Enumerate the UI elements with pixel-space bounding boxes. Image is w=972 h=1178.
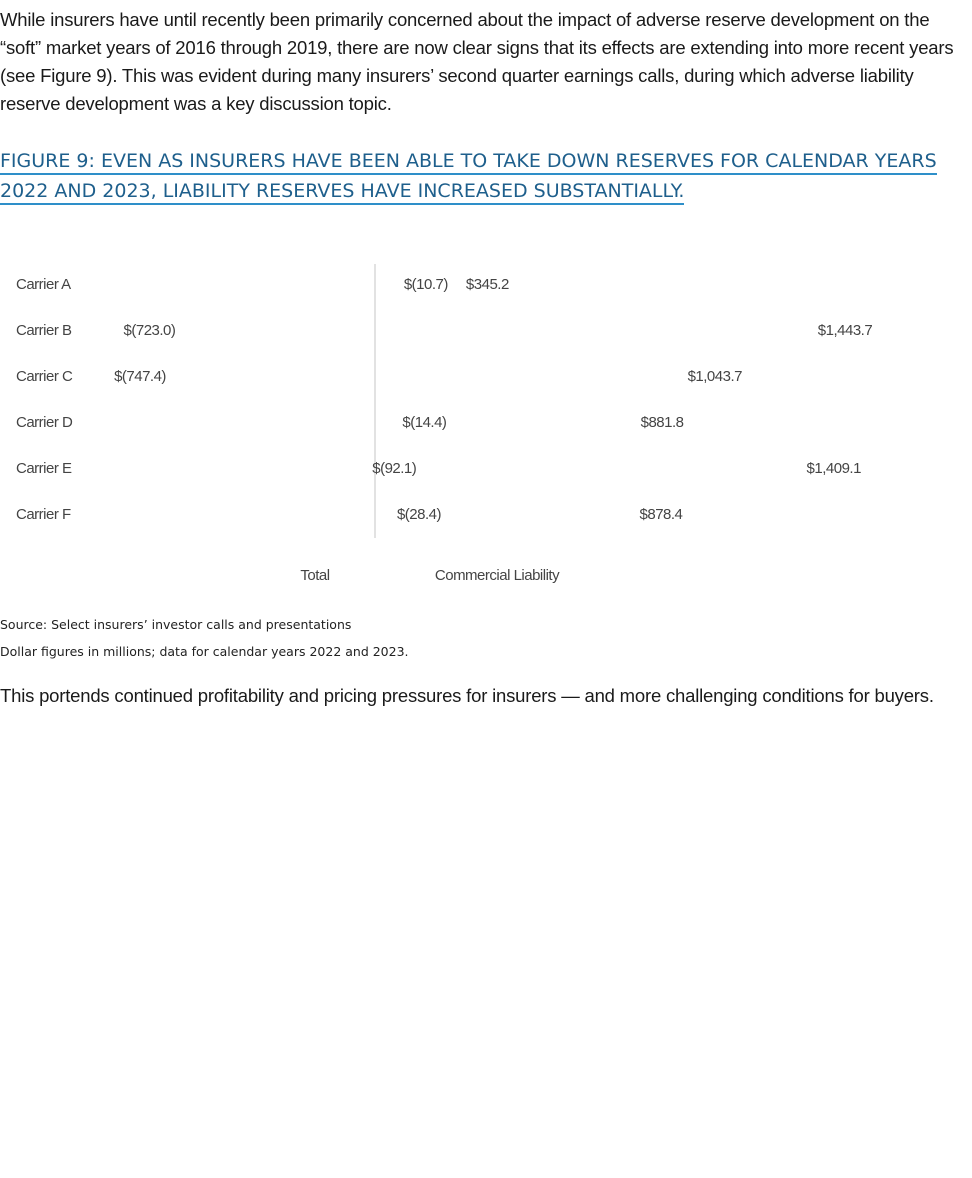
legend-total: Total: [300, 567, 329, 584]
liability-value-label: $881.8: [641, 414, 684, 431]
bar-chart: Carrier A $(10.7) $345.2 Carrier B $(723.0) $…: [16, 264, 873, 584]
total-value-label: $(14.4): [402, 414, 447, 431]
category-label: Carrier F: [16, 506, 71, 523]
liability-value-label: $1,043.7: [688, 368, 743, 385]
category-label: Carrier B: [16, 322, 72, 339]
total-value-label: $(747.4): [114, 368, 166, 385]
total-value-label: $(10.7): [404, 276, 449, 293]
liability-value-label: $345.2: [466, 276, 509, 293]
total-value-label: $(28.4): [397, 506, 442, 523]
legend-commercial-liability: Commercial Liability: [435, 567, 560, 584]
units-note: Dollar figures in millions; data for cal…: [0, 644, 409, 659]
liability-value-label: $1,443.7: [818, 322, 873, 339]
category-label: Carrier A: [16, 276, 71, 293]
total-value-label: $(92.1): [372, 460, 417, 477]
intro-paragraph: While insurers have until recently been …: [0, 9, 954, 114]
closing-paragraph: This portends continued profitability an…: [0, 685, 934, 706]
category-label: Carrier D: [16, 414, 73, 431]
liability-value-label: $878.4: [640, 506, 683, 523]
figure-title: FIGURE 9: EVEN AS INSURERS HAVE BEEN ABL…: [0, 146, 960, 206]
source-note: Source: Select insurers’ investor calls …: [0, 617, 352, 632]
total-value-label: $(723.0): [124, 322, 176, 339]
liability-value-label: $1,409.1: [807, 460, 862, 477]
category-label: Carrier E: [16, 460, 72, 477]
category-label: Carrier C: [16, 368, 73, 385]
figure-title-text: FIGURE 9: EVEN AS INSURERS HAVE BEEN ABL…: [0, 150, 937, 205]
